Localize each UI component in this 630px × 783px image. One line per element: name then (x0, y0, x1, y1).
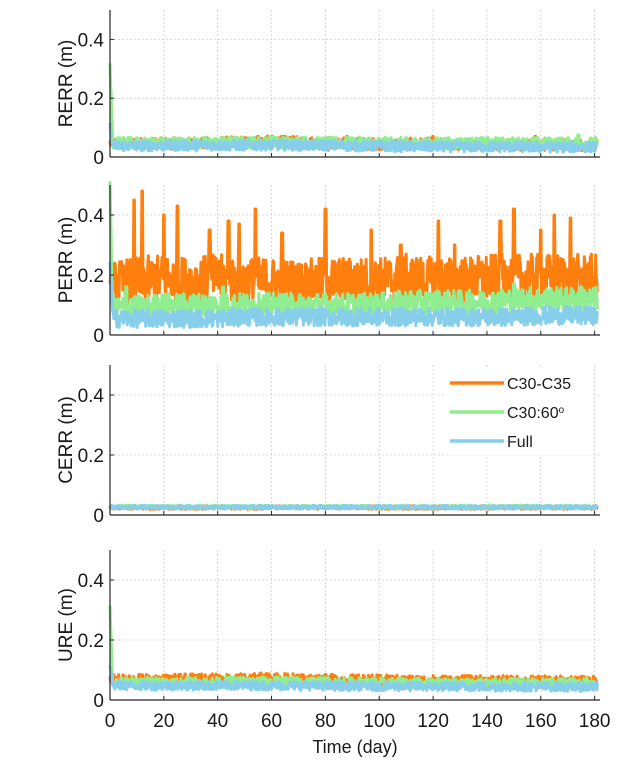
y-tick-label: 0.2 (78, 89, 104, 110)
y-axis-label: PERR (m) (56, 217, 77, 304)
legend-label: Full (507, 434, 533, 451)
legend-degree-superscript: o (559, 405, 565, 416)
y-tick-label: 0 (93, 326, 104, 347)
legend: C30-C35 C30:60o Full (446, 369, 592, 455)
y-tick-label: 0.4 (78, 386, 105, 407)
y-tick-label: 0 (93, 148, 104, 169)
x-tick-label: 100 (363, 711, 395, 732)
x-tick-label: 20 (153, 711, 174, 732)
legend-label: C30-C35 (507, 376, 571, 393)
x-tick-label: 40 (207, 711, 228, 732)
x-tick-label: 60 (261, 711, 282, 732)
x-tick-label: 120 (417, 711, 449, 732)
y-tick-label: 0.4 (78, 571, 105, 592)
x-axis-label: Time (day) (312, 737, 397, 757)
y-tick-label: 0.2 (78, 446, 104, 467)
legend-label: C30:60o (507, 405, 565, 423)
x-tick-label: 0 (105, 711, 116, 732)
x-tick-label: 140 (471, 711, 503, 732)
x-tick-label: 80 (315, 711, 336, 732)
x-tick-label: 160 (525, 711, 557, 732)
series-full (108, 262, 599, 329)
y-axis-label: URE (m) (56, 588, 77, 662)
y-tick-label: 0.4 (78, 206, 105, 227)
series-full (108, 122, 599, 154)
y-tick-label: 0 (93, 691, 104, 712)
y-tick-label: 0.4 (78, 30, 105, 51)
series-full (108, 503, 599, 511)
y-axis-label: CERR (m) (56, 396, 77, 484)
y-axis-label: RERR (m) (56, 40, 77, 128)
series-c30-60- (108, 181, 599, 321)
x-tick-label: 180 (579, 711, 611, 732)
y-tick-label: 0 (93, 506, 104, 527)
series-c30-60- (108, 63, 599, 151)
y-tick-label: 0.2 (78, 631, 104, 652)
series-full (108, 665, 599, 693)
series-c30-c35 (108, 189, 599, 312)
y-tick-label: 0.2 (78, 266, 104, 287)
